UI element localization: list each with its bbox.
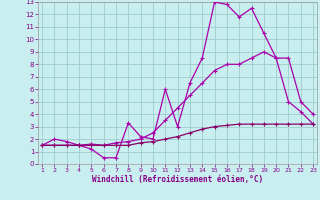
X-axis label: Windchill (Refroidissement éolien,°C): Windchill (Refroidissement éolien,°C) (92, 175, 263, 184)
